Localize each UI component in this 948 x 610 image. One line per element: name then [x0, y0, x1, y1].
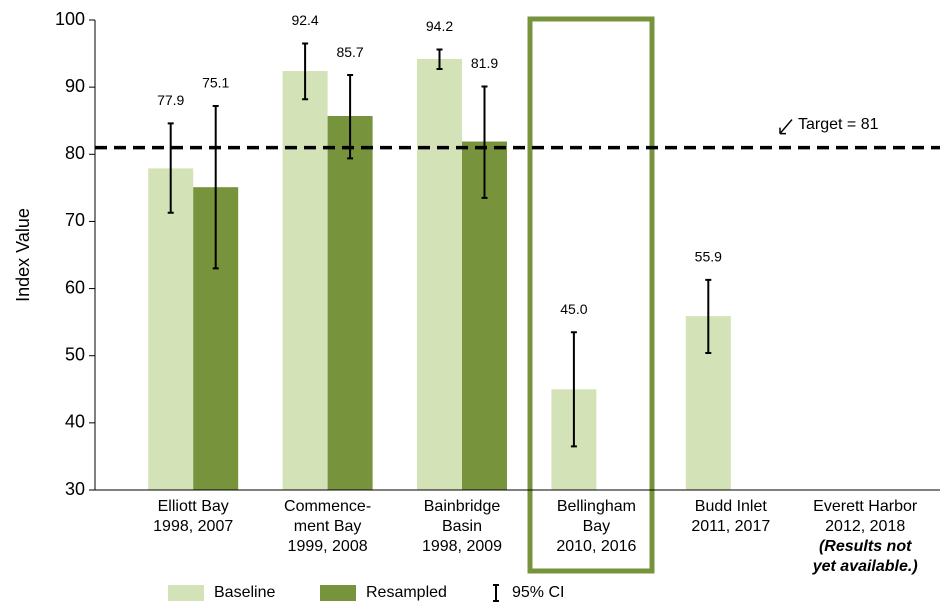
- value-label: 75.1: [202, 75, 229, 91]
- x-tick-label: 1998, 2007: [153, 518, 233, 535]
- x-tick-label: Elliott Bay: [158, 498, 229, 515]
- legend-label: 95% CI: [512, 584, 564, 601]
- x-tick-label: 2010, 2016: [556, 538, 636, 555]
- x-tick-label: Bellingham: [557, 498, 636, 515]
- value-label: 55.9: [695, 249, 722, 265]
- y-tick-label: 30: [65, 479, 85, 499]
- y-tick-label: 80: [65, 143, 85, 163]
- value-label: 94.2: [426, 18, 453, 34]
- target-arrow: [779, 119, 793, 135]
- highlight-box: [527, 16, 655, 574]
- error-bar: [347, 74, 354, 160]
- x-tick-label: Basin: [442, 518, 482, 535]
- x-tick-label: 2011, 2017: [691, 518, 770, 535]
- error-bar: [481, 85, 488, 199]
- y-tick-label: 40: [65, 412, 85, 432]
- y-tick-label: 60: [65, 277, 85, 297]
- value-label: 81.9: [471, 55, 498, 71]
- bar: [417, 58, 462, 490]
- legend-ci-icon: [493, 584, 499, 602]
- category-note: yet available.): [812, 558, 918, 575]
- legend-label: Baseline: [214, 584, 275, 601]
- category-note: (Results not: [819, 538, 912, 555]
- error-bar: [302, 42, 309, 101]
- x-tick-label: 1998, 2009: [422, 538, 502, 555]
- y-tick-label: 50: [65, 344, 85, 364]
- y-tick-label: 70: [65, 210, 85, 230]
- y-axis-title: Index Value: [13, 208, 33, 302]
- target-label: Target = 81: [798, 116, 879, 133]
- legend-swatch: [168, 585, 204, 601]
- bar: [148, 168, 194, 490]
- value-label: 92.4: [291, 12, 318, 28]
- bar: [462, 141, 507, 490]
- error-bar: [705, 278, 712, 355]
- error-bar: [570, 331, 577, 448]
- x-tick-label: 1999, 2008: [288, 538, 368, 555]
- bar: [282, 71, 328, 491]
- bar: [327, 116, 373, 490]
- error-bar: [436, 48, 443, 71]
- legend-label: Resampled: [366, 584, 447, 601]
- x-tick-label: 2012, 2018: [825, 518, 905, 535]
- legend-swatch: [320, 585, 356, 601]
- x-tick-label: ment Bay: [294, 518, 362, 535]
- x-tick-label: Everett Harbor: [813, 498, 918, 515]
- x-tick-label: Bay: [583, 518, 611, 535]
- x-tick-label: Bainbridge: [424, 498, 501, 515]
- y-tick-label: 100: [55, 9, 85, 29]
- error-bar: [167, 122, 174, 214]
- error-bar: [212, 104, 219, 270]
- y-tick-label: 90: [65, 76, 85, 96]
- x-tick-label: Budd Inlet: [695, 498, 768, 515]
- value-label: 45.0: [560, 301, 587, 317]
- x-tick-label: Commence-: [284, 498, 371, 515]
- value-label: 77.9: [157, 92, 184, 108]
- value-label: 85.7: [336, 44, 363, 60]
